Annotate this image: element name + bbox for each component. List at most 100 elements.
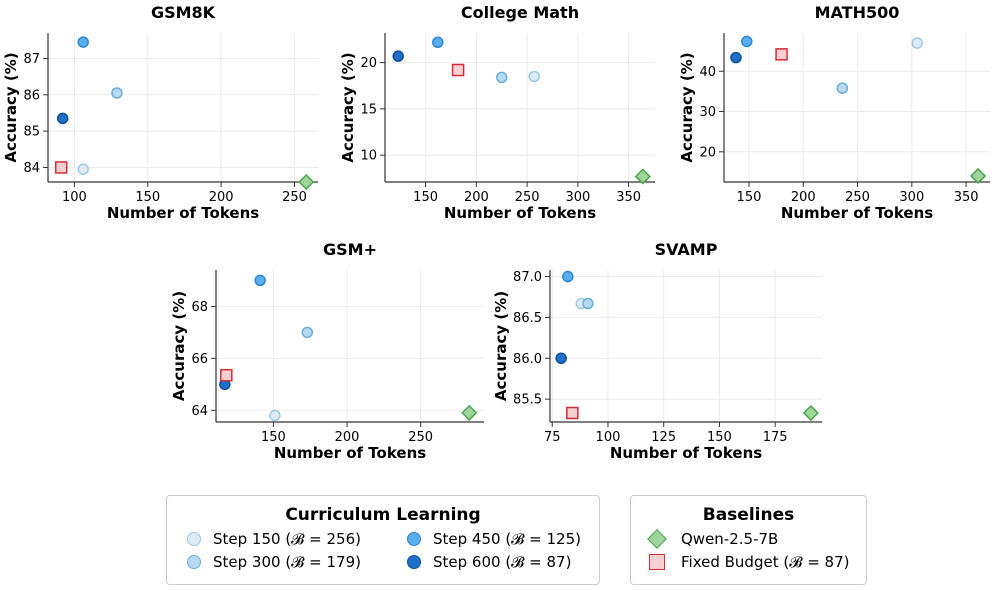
point-step300	[495, 71, 508, 84]
point-step150	[911, 37, 924, 49]
y-axis-label: Accuracy (%)	[339, 52, 357, 162]
chart-gsm8k: 100 150 200 250 84 85 86 87 GSM8K Number of Token…	[2, 3, 318, 222]
x-tick-label: 250	[845, 190, 870, 205]
x-axis-label: Number of Tokens	[274, 444, 426, 462]
legend-label-qwen: Qwen-2.5-7B	[681, 530, 779, 548]
legend-label-step450: Step 450 (𝓑 = 125)	[433, 530, 581, 548]
legend-label-step150: Step 150 (𝓑 = 256)	[213, 530, 361, 548]
legend-item-qwen: Qwen-2.5-7B	[647, 529, 779, 549]
legend-item-step450: Step 450 (𝓑 = 125)	[407, 530, 581, 548]
x-tick-label: 350	[954, 190, 979, 205]
point-step450	[432, 36, 444, 49]
point-step300	[301, 326, 314, 339]
point-fixed	[775, 48, 788, 61]
point-fixed	[220, 368, 233, 382]
y-tick-label: 68	[191, 300, 208, 315]
x-tick-label: 250	[515, 190, 540, 205]
chart-title: College Math	[461, 3, 579, 22]
chart-college-math: 150 200 250 300 350 10 15 20 College Math Number …	[339, 3, 655, 222]
point-step300	[111, 87, 123, 99]
point-step600	[56, 112, 69, 125]
point-fixed	[566, 406, 579, 420]
x-tick-label: 100	[596, 430, 621, 445]
point-qwen	[461, 404, 478, 421]
chart-title: GSM8K	[151, 3, 216, 22]
x-tick-label: 175	[763, 430, 788, 445]
y-tick-label: 10	[360, 149, 377, 164]
legend-label-fixed: Fixed Budget (𝓑 = 87)	[681, 553, 850, 571]
y-tick-label: 15	[360, 102, 377, 117]
y-axis-label: Accuracy (%)	[492, 291, 510, 401]
x-tick-label: 200	[209, 190, 234, 205]
x-axis-label: Number of Tokens	[107, 204, 259, 222]
legend-marker-fixed	[649, 554, 665, 570]
x-tick-label: 250	[408, 430, 433, 445]
x-tick-label: 200	[335, 430, 360, 445]
x-tick-label: 125	[651, 430, 676, 445]
point-qwen	[298, 173, 315, 191]
x-tick-label: 150	[707, 430, 732, 445]
legend-label-step600: Step 600 (𝓑 = 87)	[433, 553, 572, 571]
chart-title: SVAMP	[655, 240, 718, 259]
y-tick-label: 86	[23, 88, 40, 103]
x-tick-label: 250	[282, 190, 307, 205]
legend-curriculum-title: Curriculum Learning	[285, 505, 481, 525]
point-step450	[562, 270, 574, 283]
legend-item-fixed: Fixed Budget (𝓑 = 87)	[647, 553, 849, 571]
x-tick-label: 200	[791, 190, 816, 205]
x-tick-label: 150	[135, 190, 160, 205]
x-tick-label: 300	[899, 190, 924, 205]
x-tick-label: 100	[62, 190, 87, 205]
legend-label-step300: Step 300 (𝓑 = 179)	[213, 553, 361, 571]
y-tick-label: 87.0	[513, 270, 542, 285]
x-tick-label: 150	[413, 190, 438, 205]
y-tick-label: 85.5	[513, 393, 542, 408]
point-fixed	[451, 63, 465, 77]
legend-marker-qwen	[647, 529, 667, 549]
legend-curriculum: Curriculum Learning Step 150 (𝓑 = 256) S…	[166, 495, 600, 585]
x-tick-label: 200	[464, 190, 489, 205]
x-tick-label: 75	[544, 430, 561, 445]
point-fixed	[54, 161, 68, 174]
point-step600	[730, 51, 742, 64]
x-tick-label: 150	[737, 190, 762, 205]
legend-marker-step150	[187, 532, 201, 546]
y-tick-label: 87	[23, 52, 40, 67]
point-qwen	[969, 167, 987, 185]
y-tick-label: 86.0	[513, 352, 542, 367]
y-tick-label: 64	[191, 404, 208, 419]
point-step300	[582, 297, 594, 310]
point-qwen	[802, 404, 819, 422]
y-tick-label: 85	[23, 125, 40, 140]
legend-marker-step300	[187, 555, 201, 569]
chart-title: GSM+	[323, 240, 377, 259]
point-step450	[741, 35, 753, 48]
point-step600	[392, 50, 404, 62]
y-tick-label: 86.5	[513, 311, 542, 326]
x-tick-label: 150	[261, 430, 286, 445]
x-axis-label: Number of Tokens	[781, 204, 933, 222]
point-step150	[528, 70, 540, 83]
point-step150	[77, 163, 89, 176]
point-qwen	[634, 168, 651, 185]
y-tick-label: 20	[360, 56, 377, 71]
y-tick-label: 30	[699, 105, 716, 120]
legend-marker-step600	[407, 555, 421, 569]
y-tick-label: 84	[23, 161, 40, 176]
x-axis-label: Number of Tokens	[444, 204, 596, 222]
chart-gsm-plus: 150 200 250 64 66 68 GSM+ Number of Tokens Accur…	[170, 240, 484, 462]
legend-item-step600: Step 600 (𝓑 = 87)	[407, 553, 571, 571]
y-tick-label: 66	[191, 352, 208, 367]
point-step450	[77, 36, 89, 48]
y-tick-label: 20	[699, 145, 716, 160]
x-tick-label: 300	[565, 190, 590, 205]
legend-item-step300: Step 300 (𝓑 = 179)	[187, 553, 361, 571]
legend-marker-step450	[407, 532, 421, 546]
point-step300	[836, 82, 849, 94]
chart-math500: 150 200 250 300 350 20 30 40 MATH500 Number of To…	[678, 3, 990, 222]
y-axis-label: Accuracy (%)	[678, 52, 696, 162]
point-step150	[269, 409, 281, 422]
legend-item-step150: Step 150 (𝓑 = 256)	[187, 530, 361, 548]
chart-svamp: 75 100 125 150 175 85.5 86.0 86.5 87.0 SVAMP Numbe…	[492, 240, 822, 462]
